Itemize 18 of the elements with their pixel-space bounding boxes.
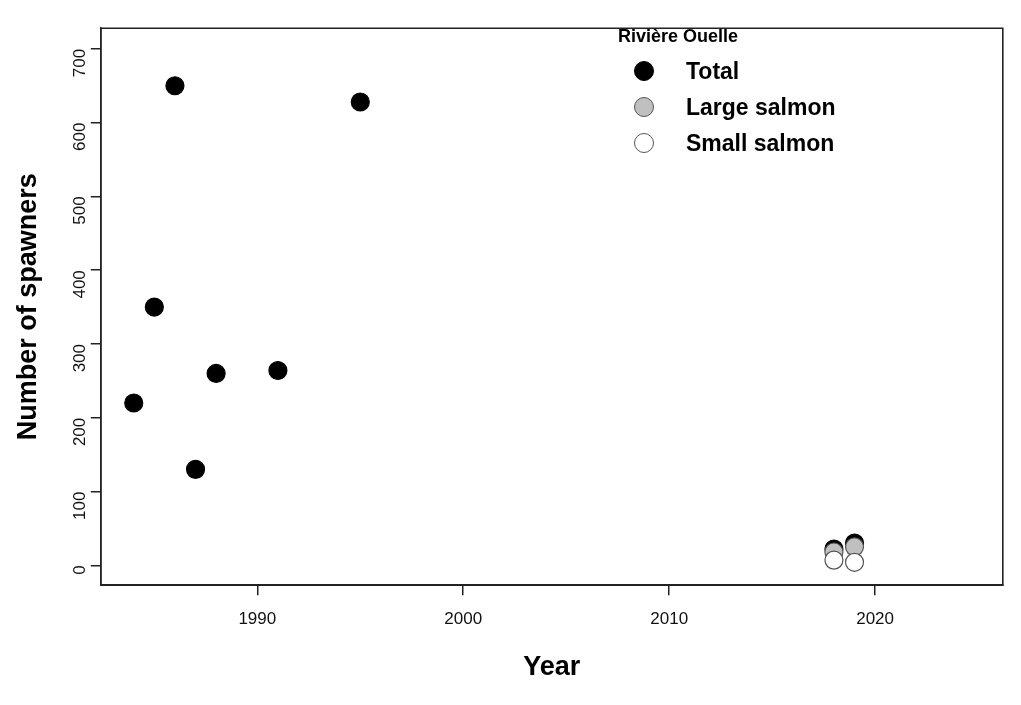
- x-tick-label: 1990: [238, 609, 277, 629]
- y-tick-label: 300: [70, 343, 90, 373]
- legend-title: Rivière Ouelle: [618, 26, 740, 47]
- y-tick-label: 0: [70, 565, 90, 575]
- x-tick-label: 2020: [856, 609, 895, 629]
- legend-label: Large salmon: [686, 93, 836, 121]
- legend-label: Total: [686, 57, 740, 85]
- x-axis-title: Year: [523, 651, 581, 682]
- y-tick-label: 500: [70, 196, 90, 225]
- x-tick-label: 2010: [650, 609, 689, 629]
- y-axis-title: Number of spawners: [11, 173, 42, 441]
- y-tick-label: 200: [70, 417, 90, 447]
- y-tick-label: 600: [70, 122, 90, 152]
- y-tick-label: 700: [70, 48, 90, 78]
- x-tick-label: 2000: [444, 609, 483, 629]
- y-tick-label: 100: [70, 491, 90, 520]
- y-tick-label: 400: [70, 270, 90, 299]
- legend-label: Small salmon: [686, 129, 835, 157]
